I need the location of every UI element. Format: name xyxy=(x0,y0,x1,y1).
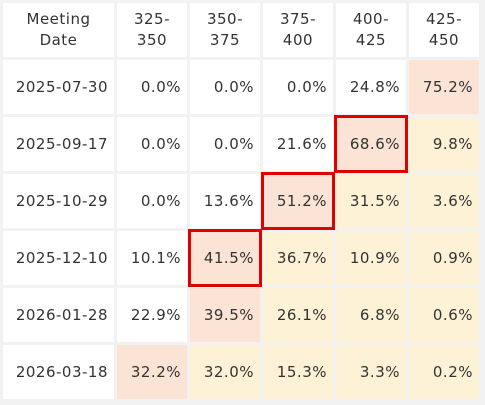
probability-cell: 26.1% xyxy=(263,288,333,342)
probability-cell: 32.0% xyxy=(190,345,260,399)
probability-value: 36.7% xyxy=(276,249,327,267)
probability-value: 0.0% xyxy=(213,78,254,96)
meeting-date-cell: 2025-07-30 xyxy=(3,60,114,114)
probability-value: 75.2% xyxy=(422,78,473,96)
probability-value: 10.1% xyxy=(130,249,181,267)
probability-value: 10.9% xyxy=(349,249,400,267)
meeting-date-cell: 2026-03-18 xyxy=(3,345,114,399)
meeting-date-cell: 2025-10-29 xyxy=(3,174,114,228)
probability-cell: 0.2% xyxy=(409,345,479,399)
probability-value: 26.1% xyxy=(276,306,327,324)
probability-cell: 0.9% xyxy=(409,231,479,285)
probability-value: 0.0% xyxy=(213,135,254,153)
probability-cell: 68.6% xyxy=(334,115,408,173)
table-row: 2026-03-18 32.2% 32.0% 15.3% 3.3% 0.2% xyxy=(3,345,479,399)
probability-value: 0.0% xyxy=(140,135,181,153)
probability-value: 3.3% xyxy=(359,363,400,381)
probability-value: 32.0% xyxy=(203,363,254,381)
probability-cell: 9.8% xyxy=(409,117,479,171)
probability-cell: 0.0% xyxy=(117,117,187,171)
header-row: Meeting Date 325- 350 350- 375 375- 400 … xyxy=(3,3,479,57)
probability-cell: 15.3% xyxy=(263,345,333,399)
probability-cell: 41.5% xyxy=(188,229,262,287)
probability-value: 0.0% xyxy=(286,78,327,96)
meeting-date-cell: 2026-01-28 xyxy=(3,288,114,342)
probability-cell: 32.2% xyxy=(117,345,187,399)
probability-value: 41.5% xyxy=(203,249,254,267)
column-header-range-350-375: 350- 375 xyxy=(190,3,260,57)
probability-cell: 0.0% xyxy=(117,174,187,228)
table-body: 2025-07-30 0.0% 0.0% 0.0% 24.8% 75.2% 2025-09-… xyxy=(3,60,479,399)
probability-cell: 22.9% xyxy=(117,288,187,342)
table-row: 2025-12-10 10.1% 41.5% 36.7% 10.9% 0.9% xyxy=(3,229,479,287)
probability-value: 15.3% xyxy=(276,363,327,381)
table-row: 2026-01-28 22.9% 39.5% 26.1% 6.8% 0.6% xyxy=(3,288,479,342)
probability-cell: 3.6% xyxy=(409,174,479,228)
probability-cell: 51.2% xyxy=(261,172,335,230)
probability-value: 21.6% xyxy=(276,135,327,153)
column-header-range-375-400: 375- 400 xyxy=(263,3,333,57)
probability-value: 0.9% xyxy=(432,249,473,267)
table-row: 2025-09-17 0.0% 0.0% 21.6% 68.6% 9.8% xyxy=(3,115,479,173)
probability-value: 3.6% xyxy=(432,192,473,210)
meeting-date-cell: 2025-09-17 xyxy=(3,117,114,171)
probability-value: 13.6% xyxy=(203,192,254,210)
probability-value: 24.8% xyxy=(349,78,400,96)
column-header-range-400-425: 400- 425 xyxy=(336,3,406,57)
column-header-range-425-450: 425- 450 xyxy=(409,3,479,57)
column-header-meeting-date: Meeting Date xyxy=(3,3,114,57)
probability-value: 0.0% xyxy=(140,78,181,96)
probability-cell: 10.9% xyxy=(336,231,406,285)
probability-cell: 36.7% xyxy=(263,231,333,285)
probability-cell: 21.6% xyxy=(263,117,333,171)
probability-cell: 39.5% xyxy=(190,288,260,342)
column-header-range-325-350: 325- 350 xyxy=(117,3,187,57)
probability-cell: 6.8% xyxy=(336,288,406,342)
probability-cell: 0.6% xyxy=(409,288,479,342)
meeting-date-cell: 2025-12-10 xyxy=(3,231,114,285)
probability-value: 9.8% xyxy=(432,135,473,153)
probability-cell: 0.0% xyxy=(117,60,187,114)
table-header: Meeting Date 325- 350 350- 375 375- 400 … xyxy=(3,3,479,57)
table-row: 2025-10-29 0.0% 13.6% 51.2% 31.5% 3.6% xyxy=(3,172,479,230)
probability-value: 0.0% xyxy=(140,192,181,210)
probability-value: 22.9% xyxy=(130,306,181,324)
probability-value: 0.6% xyxy=(432,306,473,324)
probability-cell: 75.2% xyxy=(409,60,479,114)
probability-cell: 0.0% xyxy=(263,60,333,114)
probability-cell: 10.1% xyxy=(117,231,187,285)
probability-value: 31.5% xyxy=(349,192,400,210)
table-row: 2025-07-30 0.0% 0.0% 0.0% 24.8% 75.2% xyxy=(3,60,479,114)
probability-cell: 0.0% xyxy=(190,117,260,171)
probability-value: 51.2% xyxy=(276,192,327,210)
probability-value: 68.6% xyxy=(349,135,400,153)
probability-cell: 3.3% xyxy=(336,345,406,399)
probability-cell: 24.8% xyxy=(336,60,406,114)
probability-value: 39.5% xyxy=(203,306,254,324)
probability-value: 0.2% xyxy=(432,363,473,381)
probability-value: 32.2% xyxy=(130,363,181,381)
probability-cell: 13.6% xyxy=(190,174,260,228)
probability-value: 6.8% xyxy=(359,306,400,324)
probability-cell: 0.0% xyxy=(190,60,260,114)
probability-cell: 31.5% xyxy=(336,174,406,228)
